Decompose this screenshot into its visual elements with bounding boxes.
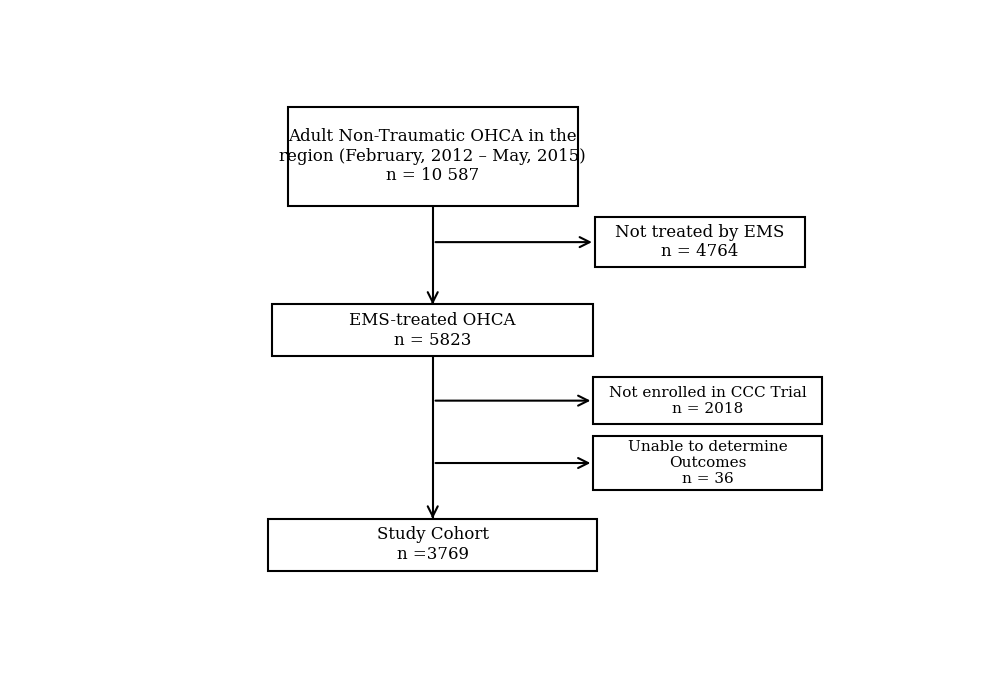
Text: Adult Non-Traumatic OHCA in the
region (February, 2012 – May, 2015)
n = 10 587: Adult Non-Traumatic OHCA in the region (…	[279, 128, 586, 184]
FancyBboxPatch shape	[596, 217, 806, 267]
Text: Not treated by EMS
n = 4764: Not treated by EMS n = 4764	[615, 224, 785, 261]
FancyBboxPatch shape	[288, 107, 578, 206]
Text: Study Cohort
n =3769: Study Cohort n =3769	[377, 526, 489, 563]
Text: Not enrolled in CCC Trial
n = 2018: Not enrolled in CCC Trial n = 2018	[609, 385, 807, 416]
FancyBboxPatch shape	[272, 304, 594, 356]
FancyBboxPatch shape	[594, 377, 822, 424]
Text: EMS-treated OHCA
n = 5823: EMS-treated OHCA n = 5823	[349, 312, 516, 349]
Text: Unable to determine
Outcomes
n = 36: Unable to determine Outcomes n = 36	[628, 440, 788, 486]
FancyBboxPatch shape	[268, 518, 597, 570]
FancyBboxPatch shape	[594, 436, 822, 490]
